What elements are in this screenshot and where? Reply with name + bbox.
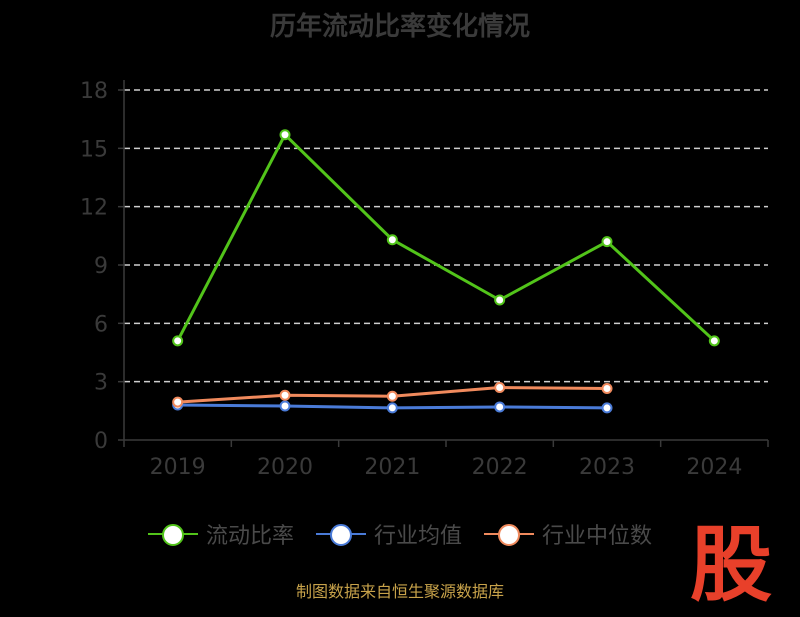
legend-swatch-industry-mean — [315, 523, 366, 546]
x-tick-label: 2019 — [150, 455, 206, 480]
data-point — [708, 335, 720, 347]
source-note: 制图数据来自恒生聚源数据库 — [295, 582, 504, 601]
y-tick-label: 6 — [94, 312, 108, 337]
x-tick-label: 2020 — [257, 455, 313, 480]
data-point — [494, 401, 506, 413]
series-line — [176, 133, 716, 342]
data-point — [601, 382, 613, 394]
y-tick-label: 9 — [94, 254, 108, 279]
data-point — [172, 396, 184, 408]
legend-swatch-industry-median — [484, 523, 534, 546]
data-point — [279, 389, 291, 401]
legend-label: 行业均值 — [373, 524, 462, 549]
legend: 流动比率 行业均值 行业中位数 — [0, 518, 800, 550]
legend-label: 流动比率 — [205, 524, 294, 549]
data-point — [601, 236, 613, 248]
data-point — [494, 382, 506, 393]
data-point — [386, 390, 398, 402]
x-tick-label: 2023 — [579, 455, 635, 480]
x-tick-label: 2021 — [364, 455, 420, 480]
x-tick-label: 2024 — [686, 455, 742, 480]
y-tick-label: 0 — [94, 429, 108, 454]
data-point — [386, 402, 398, 414]
data-point — [172, 335, 184, 347]
legend-label: 行业中位数 — [542, 524, 653, 549]
legend-item-industry-mean[interactable]: 行业均值 — [315, 518, 462, 550]
legend-item-industry-median[interactable]: 行业中位数 — [484, 518, 652, 550]
legend-item-current-ratio[interactable]: 流动比率 — [147, 518, 294, 550]
y-tick-label: 12 — [80, 196, 108, 221]
y-tick-label: 15 — [80, 137, 108, 162]
y-tick-label: 3 — [94, 371, 108, 396]
line-chart: 0 3 6 9 12 15 18 2019 2020 2021 2022 2023 2024 — [80, 79, 769, 480]
data-point — [386, 234, 398, 246]
legend-swatch-current-ratio — [147, 523, 198, 546]
chart-title: 历年流动比率变化情况 — [269, 12, 530, 42]
x-tick-label: 2022 — [472, 455, 528, 480]
data-point — [601, 402, 613, 414]
data-point — [279, 400, 291, 412]
y-tick-label: 18 — [80, 79, 108, 104]
data-point — [279, 129, 291, 141]
data-point — [494, 294, 506, 306]
watermark-logo: 股 — [690, 518, 773, 613]
